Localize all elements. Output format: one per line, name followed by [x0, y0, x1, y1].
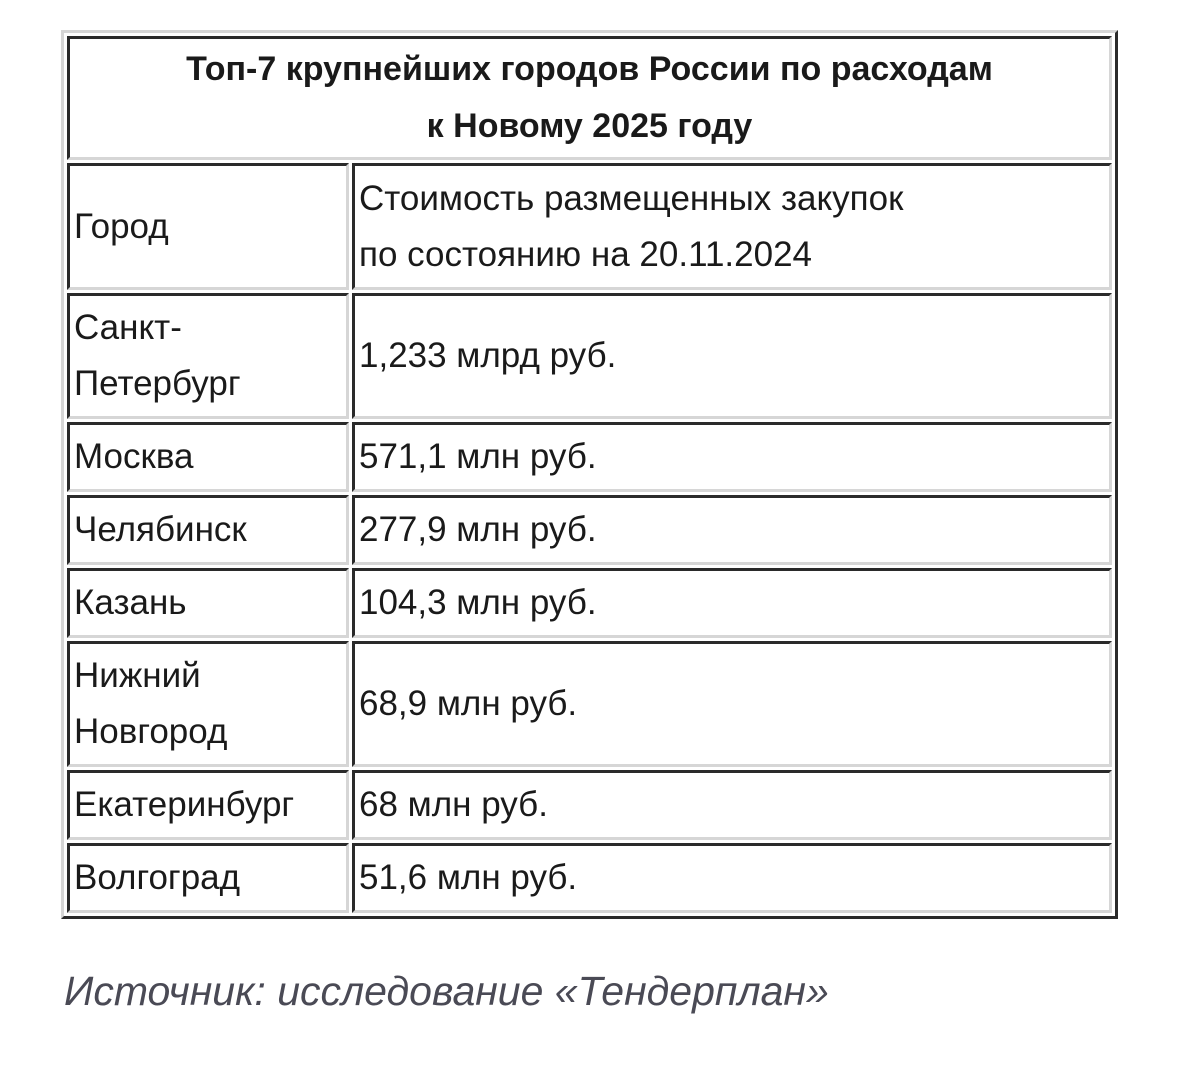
table-row: Екатеринбург 68 млн руб. — [67, 770, 1112, 840]
city-cell: Екатеринбург — [67, 770, 349, 840]
city-cell: Москва — [67, 422, 349, 492]
city-name: Санкт- — [74, 308, 182, 347]
cost-cell: 51,6 млн руб. — [352, 843, 1112, 913]
city-cell: Волгоград — [67, 843, 349, 913]
table-row: Казань 104,3 млн руб. — [67, 568, 1112, 638]
city-name: Новгород — [74, 712, 228, 751]
city-cell: Нижний Новгород — [67, 641, 349, 767]
source-caption: Источник: исследование «Тендерплан» — [64, 968, 829, 1014]
header-row: Город Стоимость размещенных закупок по с… — [67, 163, 1112, 290]
title-line: к Новому 2025 году — [426, 107, 753, 145]
table-row: Волгоград 51,6 млн руб. — [67, 843, 1112, 913]
city-name: Петербург — [74, 364, 241, 403]
city-name: Волгоград — [74, 858, 241, 897]
city-name: Екатеринбург — [74, 785, 295, 824]
cost-cell: 104,3 млн руб. — [352, 568, 1112, 638]
cost-cell: 1,233 млрд руб. — [352, 293, 1112, 419]
table-row: Москва 571,1 млн руб. — [67, 422, 1112, 492]
city-name: Нижний — [74, 656, 201, 695]
city-name: Казань — [74, 583, 187, 622]
header-cost-line: по состоянию на 20.11.2024 — [359, 234, 813, 274]
title-row: Топ-7 крупнейших городов России по расхо… — [67, 36, 1112, 160]
header-city: Город — [67, 163, 349, 290]
city-cell: Челябинск — [67, 495, 349, 565]
header-cost-line: Стоимость размещенных закупок — [359, 178, 904, 218]
cost-cell: 68,9 млн руб. — [352, 641, 1112, 767]
title-line: Топ-7 крупнейших городов России по расхо… — [186, 50, 993, 88]
table-title: Топ-7 крупнейших городов России по расхо… — [67, 36, 1112, 160]
cost-cell: 68 млн руб. — [352, 770, 1112, 840]
header-cost: Стоимость размещенных закупок по состоян… — [352, 163, 1112, 290]
city-name: Москва — [74, 437, 194, 476]
city-cell: Санкт- Петербург — [67, 293, 349, 419]
cost-cell: 277,9 млн руб. — [352, 495, 1112, 565]
table-row: Санкт- Петербург 1,233 млрд руб. — [67, 293, 1112, 419]
city-cell: Казань — [67, 568, 349, 638]
table-row: Нижний Новгород 68,9 млн руб. — [67, 641, 1112, 767]
cost-cell: 571,1 млн руб. — [352, 422, 1112, 492]
city-name: Челябинск — [74, 510, 247, 549]
table-row: Челябинск 277,9 млн руб. — [67, 495, 1112, 565]
cities-spending-table: Топ-7 крупнейших городов России по расхо… — [61, 30, 1118, 919]
